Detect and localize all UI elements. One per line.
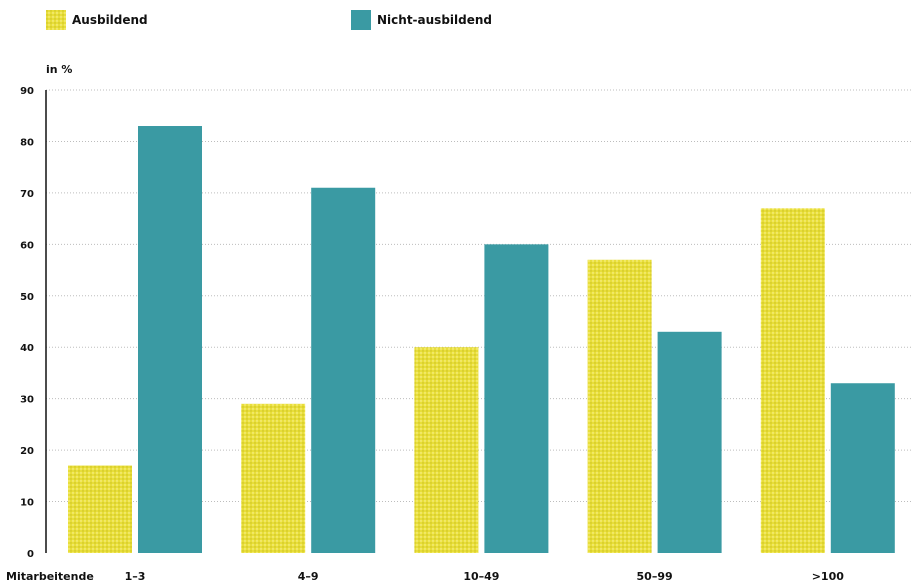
x-category-label: 1–3 [125,570,146,583]
y-tick-label: 50 [20,292,34,303]
bar-ausbildend [68,465,132,553]
legend-label-ausbildend: Ausbildend [72,13,148,27]
bar-ausbildend [760,208,825,554]
y-tick-label: 0 [27,549,34,560]
x-category-label: >100 [812,570,845,583]
legend-swatch-nicht-ausbildend [351,10,371,30]
x-category-label: 50–99 [637,570,673,583]
y-tick-label: 20 [20,446,34,457]
legend: Ausbildend Nicht-ausbildend [46,10,492,30]
y-tick-label: 10 [20,498,34,509]
bar-ausbildend [587,259,652,553]
legend-swatch-ausbildend [46,10,66,30]
y-tick-label: 90 [20,86,34,97]
bar-ausbildend [241,403,306,553]
y-tick-label: 60 [20,240,34,251]
x-category-label: 10–49 [463,570,499,583]
bars [68,126,895,554]
bar-ausbildend [414,347,479,553]
y-axis-unit-label: in % [46,63,72,76]
y-tick-label: 30 [20,395,34,406]
y-tick-label: 80 [20,137,34,148]
y-tick-label: 40 [20,343,34,354]
x-category-label: 4–9 [298,570,319,583]
bar-nicht-ausbildend [830,383,895,553]
x-category-labels: 1–3 4–9 10–49 50–99 >100 [125,570,845,583]
y-tick-label: 70 [20,189,34,200]
x-axis-title: Mitarbeitende [6,570,94,583]
y-tick-labels: 0 10 20 30 40 50 60 70 80 90 [20,86,34,560]
legend-label-nicht-ausbildend: Nicht-ausbildend [377,13,492,27]
bar-nicht-ausbildend [138,126,202,553]
bar-nicht-ausbildend [657,331,722,553]
bar-nicht-ausbildend [484,244,549,554]
bar-nicht-ausbildend [311,187,376,553]
